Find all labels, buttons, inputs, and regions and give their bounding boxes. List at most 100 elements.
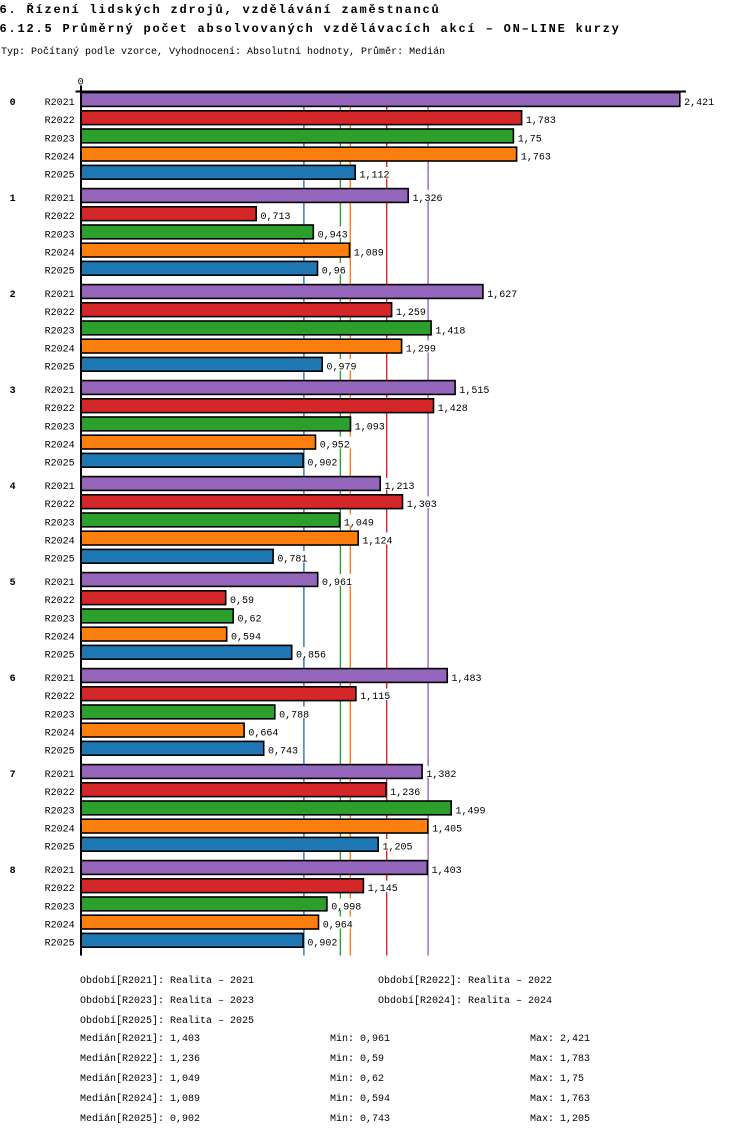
svg-text:1,499: 1,499	[456, 806, 486, 817]
svg-text:0,713: 0,713	[261, 212, 291, 223]
svg-text:1,259: 1,259	[396, 308, 426, 319]
svg-text:R2022: R2022	[45, 596, 75, 607]
svg-text:1,326: 1,326	[413, 194, 443, 205]
svg-text:R2025: R2025	[45, 171, 75, 182]
svg-text:5: 5	[10, 578, 16, 589]
svg-text:R2024: R2024	[45, 537, 75, 548]
svg-text:0,62: 0,62	[238, 614, 262, 625]
svg-text:Max: 1,763: Max: 1,763	[530, 1094, 590, 1105]
svg-text:0: 0	[10, 98, 16, 109]
svg-text:R2023: R2023	[45, 614, 75, 625]
svg-text:1,783: 1,783	[526, 116, 556, 127]
svg-text:8: 8	[10, 866, 16, 877]
svg-text:R2022: R2022	[45, 500, 75, 511]
svg-text:R2021: R2021	[45, 194, 75, 205]
svg-text:1,124: 1,124	[363, 537, 393, 548]
svg-text:R2023: R2023	[45, 710, 75, 721]
svg-text:1,75: 1,75	[518, 134, 542, 145]
svg-text:1,515: 1,515	[459, 386, 489, 397]
svg-text:0,96: 0,96	[322, 267, 346, 278]
svg-text:0,664: 0,664	[248, 729, 278, 740]
svg-text:R2021: R2021	[45, 290, 75, 301]
svg-text:0,952: 0,952	[320, 441, 350, 452]
svg-text:0: 0	[78, 78, 84, 89]
svg-text:R2021: R2021	[45, 98, 75, 109]
svg-text:1,418: 1,418	[435, 326, 465, 337]
svg-text:1,115: 1,115	[360, 692, 390, 703]
svg-text:1: 1	[10, 194, 16, 205]
svg-text:1,112: 1,112	[360, 171, 390, 182]
svg-text:Období[R2024]: Realita – 2024: Období[R2024]: Realita – 2024	[378, 995, 552, 1007]
svg-text:R2022: R2022	[45, 308, 75, 319]
svg-text:R2023: R2023	[45, 806, 75, 817]
svg-text:1,093: 1,093	[355, 422, 385, 433]
svg-text:R2021: R2021	[45, 866, 75, 877]
svg-text:R2025: R2025	[45, 843, 75, 854]
svg-text:0,856: 0,856	[296, 651, 326, 662]
svg-text:R2024: R2024	[45, 921, 75, 932]
svg-text:1,145: 1,145	[368, 884, 398, 895]
svg-text:Medián[R2024]: 1,089: Medián[R2024]: 1,089	[80, 1093, 200, 1105]
svg-text:2: 2	[10, 290, 16, 301]
svg-text:R2021: R2021	[45, 482, 75, 493]
svg-text:R2023: R2023	[45, 134, 75, 145]
svg-text:R2023: R2023	[45, 326, 75, 337]
svg-text:R2022: R2022	[45, 884, 75, 895]
svg-text:Min: 0,594: Min: 0,594	[330, 1093, 390, 1105]
svg-text:R2025: R2025	[45, 267, 75, 278]
svg-text:R2022: R2022	[45, 212, 75, 223]
svg-text:0,902: 0,902	[307, 459, 337, 470]
svg-text:Období[R2021]: Realita – 2021: Období[R2021]: Realita – 2021	[80, 975, 254, 987]
svg-text:0,902: 0,902	[307, 939, 337, 950]
svg-text:R2021: R2021	[45, 674, 75, 685]
svg-text:Medián[R2022]: 1,236: Medián[R2022]: 1,236	[80, 1053, 200, 1065]
svg-text:0,594: 0,594	[231, 633, 261, 644]
svg-text:R2022: R2022	[45, 404, 75, 415]
svg-text:0,979: 0,979	[327, 363, 357, 374]
svg-text:R2025: R2025	[45, 363, 75, 374]
svg-text:R2024: R2024	[45, 825, 75, 836]
svg-text:R2025: R2025	[45, 747, 75, 758]
svg-text:0,961: 0,961	[322, 578, 352, 589]
svg-text:R2024: R2024	[45, 633, 75, 644]
svg-text:R2023: R2023	[45, 422, 75, 433]
svg-text:R2024: R2024	[45, 441, 75, 452]
svg-text:R2025: R2025	[45, 651, 75, 662]
svg-text:1,428: 1,428	[438, 404, 468, 415]
svg-text:Max: 1,205: Max: 1,205	[530, 1114, 590, 1125]
svg-text:R2024: R2024	[45, 729, 75, 740]
svg-text:1,483: 1,483	[452, 674, 482, 685]
svg-text:3: 3	[10, 386, 16, 397]
svg-text:1,236: 1,236	[390, 788, 420, 799]
svg-text:R2021: R2021	[45, 386, 75, 397]
svg-text:R2024: R2024	[45, 249, 75, 260]
svg-text:Medián[R2023]: 1,049: Medián[R2023]: 1,049	[80, 1073, 200, 1085]
svg-text:6: 6	[10, 674, 16, 685]
svg-text:0,998: 0,998	[331, 902, 361, 913]
svg-text:1,627: 1,627	[487, 290, 517, 301]
svg-text:0,59: 0,59	[230, 596, 254, 607]
svg-text:1,205: 1,205	[383, 843, 413, 854]
svg-text:1,089: 1,089	[354, 249, 384, 260]
svg-text:1,303: 1,303	[407, 500, 437, 511]
svg-text:Max: 2,421: Max: 2,421	[530, 1034, 590, 1045]
svg-text:R2023: R2023	[45, 902, 75, 913]
svg-text:R2022: R2022	[45, 692, 75, 703]
svg-text:R2025: R2025	[45, 459, 75, 470]
svg-text:Min: 0,961: Min: 0,961	[330, 1033, 390, 1045]
svg-text:7: 7	[10, 770, 16, 781]
svg-text:1,213: 1,213	[385, 482, 415, 493]
svg-text:2,421: 2,421	[684, 98, 714, 109]
svg-text:1,405: 1,405	[432, 825, 462, 836]
svg-text:0,943: 0,943	[318, 230, 348, 241]
svg-text:R2022: R2022	[45, 788, 75, 799]
svg-text:Období[R2022]: Realita – 2022: Období[R2022]: Realita – 2022	[378, 975, 552, 987]
svg-text:R2024: R2024	[45, 345, 75, 356]
svg-text:6. Řízení lidských zdrojů, vzd: 6. Řízení lidských zdrojů, vzdělávání za…	[0, 2, 441, 17]
svg-text:R2022: R2022	[45, 116, 75, 127]
svg-text:4: 4	[10, 482, 16, 493]
svg-text:Typ: Počítaný podle vzorce, Vy: Typ: Počítaný podle vzorce, Vyhodnocení:…	[1, 45, 445, 58]
svg-text:Max: 1,783: Max: 1,783	[530, 1054, 590, 1065]
svg-text:Medián[R2025]: 0,902: Medián[R2025]: 0,902	[80, 1113, 200, 1125]
svg-text:R2025: R2025	[45, 555, 75, 566]
